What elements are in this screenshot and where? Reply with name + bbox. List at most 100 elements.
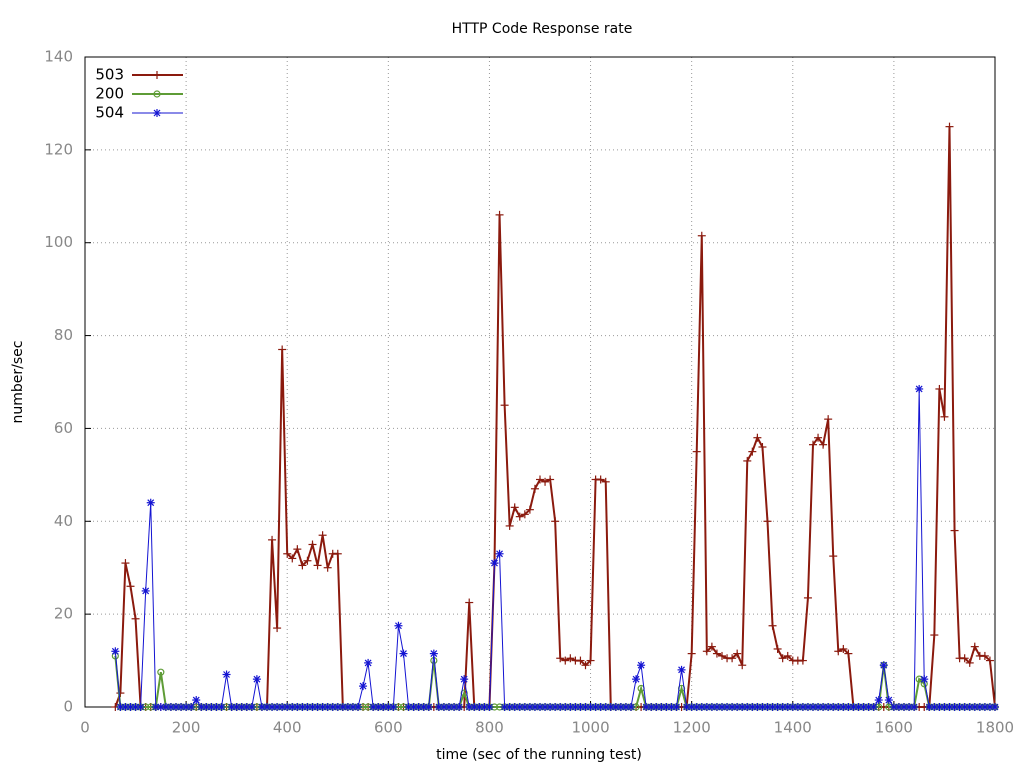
point bbox=[293, 545, 302, 554]
point bbox=[465, 703, 474, 711]
point bbox=[682, 703, 691, 711]
marker bbox=[829, 703, 837, 711]
marker bbox=[491, 559, 498, 567]
marker bbox=[410, 703, 418, 711]
point bbox=[121, 559, 130, 568]
marker bbox=[733, 703, 741, 711]
point bbox=[141, 586, 150, 595]
point bbox=[131, 614, 140, 623]
point bbox=[364, 658, 373, 667]
point bbox=[839, 644, 848, 653]
point bbox=[819, 440, 828, 449]
marker bbox=[192, 696, 200, 704]
point bbox=[945, 703, 954, 711]
plot-frame bbox=[84, 56, 996, 708]
point bbox=[530, 484, 539, 493]
point bbox=[283, 549, 292, 558]
point bbox=[970, 642, 979, 651]
marker bbox=[880, 661, 888, 669]
point bbox=[834, 647, 843, 656]
point bbox=[945, 122, 954, 131]
point bbox=[551, 517, 560, 526]
marker bbox=[723, 703, 731, 711]
marker bbox=[314, 703, 321, 711]
y-tick-label: 80 bbox=[54, 326, 73, 344]
point bbox=[687, 703, 696, 711]
point bbox=[798, 656, 807, 665]
marker bbox=[253, 675, 261, 683]
point bbox=[814, 433, 823, 442]
marker bbox=[324, 703, 332, 711]
marker bbox=[688, 703, 696, 711]
marker bbox=[632, 675, 640, 683]
point bbox=[303, 556, 312, 565]
point bbox=[536, 475, 544, 484]
marker bbox=[930, 703, 938, 711]
marker bbox=[415, 703, 423, 711]
point bbox=[596, 475, 605, 484]
marker bbox=[354, 703, 362, 711]
point bbox=[323, 563, 332, 572]
point bbox=[257, 703, 266, 711]
point bbox=[556, 654, 565, 663]
x-tick-label: 200 bbox=[172, 719, 201, 737]
point bbox=[718, 703, 726, 711]
point bbox=[809, 440, 817, 449]
marker bbox=[278, 703, 286, 711]
marker bbox=[607, 703, 615, 711]
y-tick-label: 100 bbox=[44, 233, 73, 251]
point bbox=[283, 703, 292, 711]
point bbox=[414, 703, 423, 711]
marker bbox=[273, 703, 281, 711]
marker bbox=[885, 696, 893, 704]
point bbox=[359, 682, 368, 691]
marker bbox=[405, 703, 412, 711]
point bbox=[667, 703, 676, 711]
point bbox=[637, 661, 646, 670]
marker bbox=[349, 703, 357, 711]
point bbox=[702, 703, 711, 711]
marker bbox=[147, 499, 155, 507]
marker bbox=[814, 703, 822, 711]
point bbox=[465, 598, 474, 607]
point bbox=[773, 644, 782, 653]
marker bbox=[329, 703, 337, 711]
marker bbox=[344, 703, 352, 711]
point bbox=[697, 231, 706, 240]
point bbox=[687, 649, 696, 658]
marker bbox=[137, 703, 145, 711]
marker bbox=[966, 703, 974, 711]
marker bbox=[223, 671, 230, 678]
marker bbox=[440, 703, 448, 711]
marker bbox=[526, 703, 534, 711]
point bbox=[824, 415, 833, 424]
point bbox=[424, 703, 433, 711]
point bbox=[525, 505, 534, 514]
marker bbox=[819, 703, 827, 711]
marker bbox=[465, 703, 473, 711]
legend-label: 503 bbox=[95, 66, 124, 84]
point bbox=[505, 521, 514, 530]
point bbox=[515, 512, 524, 521]
marker bbox=[283, 703, 291, 711]
marker bbox=[748, 703, 756, 711]
marker bbox=[769, 703, 776, 711]
marker bbox=[238, 703, 246, 711]
point bbox=[662, 703, 671, 711]
point bbox=[510, 703, 519, 711]
point bbox=[980, 651, 989, 660]
point bbox=[728, 654, 737, 663]
marker bbox=[207, 703, 215, 711]
x-tick-label: 1400 bbox=[774, 719, 812, 737]
marker bbox=[925, 703, 933, 711]
point bbox=[318, 531, 327, 540]
point bbox=[333, 549, 342, 558]
marker bbox=[486, 703, 493, 711]
marker bbox=[753, 703, 761, 711]
marker bbox=[364, 659, 372, 667]
point bbox=[718, 651, 726, 660]
point bbox=[153, 71, 161, 79]
point bbox=[495, 549, 504, 558]
marker bbox=[759, 703, 766, 711]
point bbox=[991, 703, 999, 711]
